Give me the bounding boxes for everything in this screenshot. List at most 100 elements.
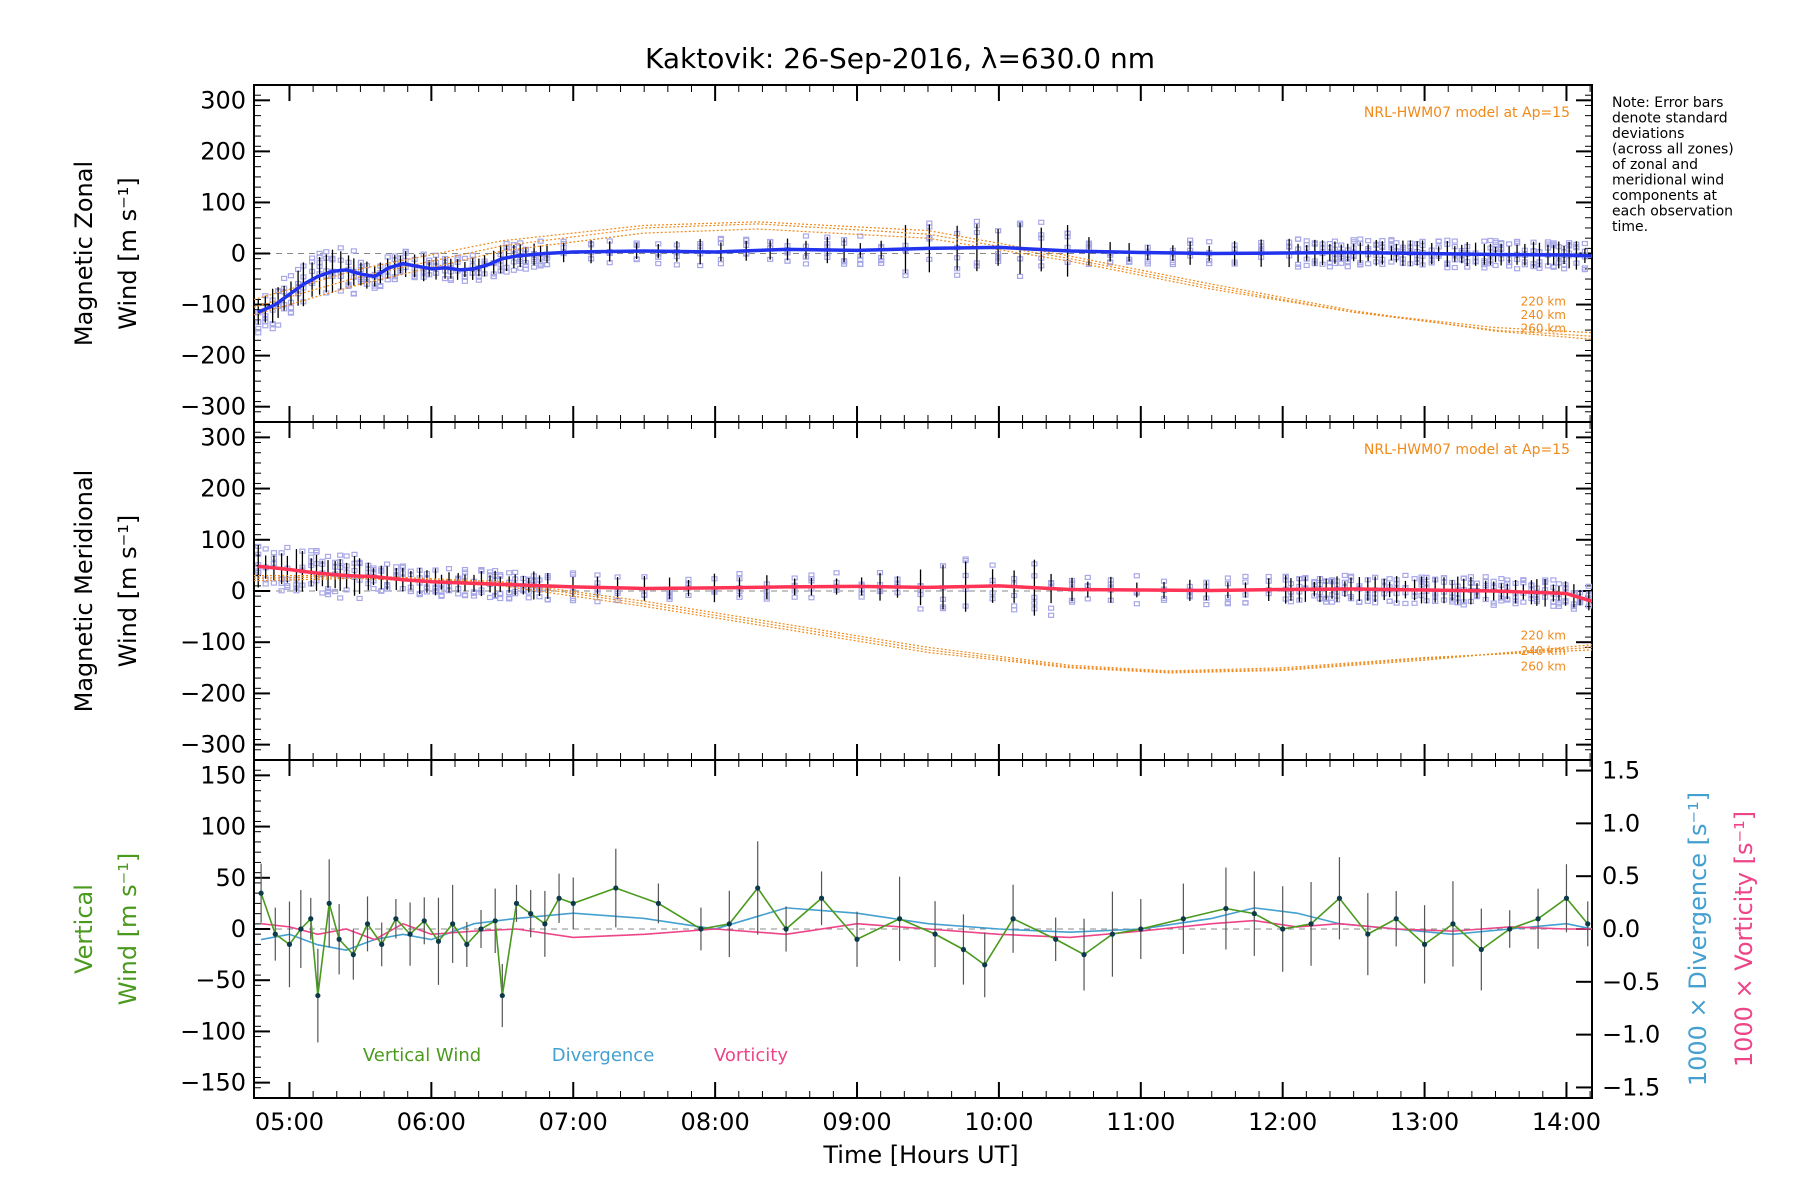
zone-marker	[791, 594, 798, 600]
x-tick-label: 13:00	[1390, 1108, 1459, 1136]
zone-marker	[1386, 576, 1393, 582]
x-tick-label: 05:00	[255, 1108, 324, 1136]
zone-marker	[1451, 264, 1458, 271]
y-tick-label: 300	[200, 86, 246, 114]
y-tick-label: −100	[180, 291, 246, 319]
vertical-wind-point	[570, 900, 576, 906]
x-tick-label: 11:00	[1106, 1108, 1175, 1136]
zone-marker	[840, 261, 848, 267]
model-curve-240-km	[254, 223, 1592, 337]
zone-marker	[1388, 259, 1395, 265]
y2-tick-label: −1.5	[1602, 1073, 1660, 1101]
vertical-wind-point	[336, 936, 342, 942]
zone-marker	[1294, 236, 1302, 242]
chart-panels: −300 −200 −100 0 100 200 300 Magnetic Zonal Wind…	[70, 84, 1758, 1136]
zone-marker	[973, 218, 981, 224]
zone-marker	[284, 584, 291, 590]
note-line: each observation	[1612, 204, 1733, 220]
zone-marker	[1133, 573, 1140, 579]
y2-tick-label: 1.5	[1602, 757, 1640, 785]
zone-marker	[278, 588, 285, 594]
zone-marker	[1550, 240, 1557, 246]
zone-marker	[262, 581, 269, 587]
zone-marker	[1323, 599, 1330, 605]
zone-marker	[512, 569, 519, 575]
zone-marker	[1133, 601, 1140, 607]
zone-marker	[284, 544, 291, 551]
zone-marker	[717, 261, 725, 267]
zone-marker	[275, 322, 282, 328]
zone-marker	[1520, 599, 1527, 605]
vertical-wind-point	[272, 931, 278, 937]
zone-marker	[445, 566, 453, 572]
zone-marker	[1481, 238, 1488, 244]
zone-marker	[1357, 236, 1364, 242]
vertical-wind-point	[478, 926, 484, 932]
zone-marker	[384, 561, 391, 567]
vertical-wind-point	[1138, 926, 1144, 932]
zone-marker	[1411, 600, 1418, 606]
vertical-wind-point	[960, 946, 967, 953]
note-line: components at	[1612, 188, 1718, 204]
zone-marker	[337, 245, 344, 251]
y-tick-label: −300	[180, 731, 246, 759]
zone-marker	[569, 571, 577, 578]
panel-zonal: −300 −200 −100 0 100 200 300 Magnetic Zonal Wind…	[70, 84, 1593, 423]
zone-marker	[673, 262, 680, 268]
zone-marker	[391, 276, 398, 283]
y-tick-label: 0	[231, 577, 246, 605]
y-tick-label: 100	[200, 526, 246, 554]
y-tick-label: 0	[231, 915, 246, 943]
vertical-wind-point	[556, 895, 562, 901]
chart-title: Kaktovik: 26-Sep-2016, λ=630.0 nm	[645, 42, 1155, 75]
model-altitude-label: 260 km	[1521, 322, 1566, 336]
x-tick-label: 10:00	[964, 1108, 1033, 1136]
vertical-wind-point	[1109, 931, 1116, 937]
zone-marker	[337, 552, 344, 558]
zone-marker	[287, 305, 295, 311]
vertical-wind-point	[1563, 895, 1570, 901]
zone-marker	[319, 590, 326, 596]
zone-marker	[510, 267, 517, 273]
zone-marker	[1550, 577, 1557, 583]
vertical-wind-point	[464, 941, 470, 947]
legend-label: Vorticity	[714, 1045, 788, 1066]
zone-marker	[332, 588, 339, 595]
vertical-wind-point	[364, 921, 371, 927]
zone-marker	[1224, 601, 1231, 607]
model-altitude-label: 220 km	[1521, 629, 1566, 643]
zone-marker	[1585, 583, 1592, 589]
vertical-wind-point	[1478, 946, 1484, 953]
vertical-wind-point	[258, 890, 264, 896]
zone-marker	[497, 595, 504, 602]
zone-marker	[1581, 265, 1588, 271]
zone-marker	[1224, 575, 1231, 581]
y-tick-label: 200	[200, 475, 246, 503]
zone-marker	[1487, 237, 1494, 244]
zone-marker	[316, 250, 323, 256]
y-tick-label: 50	[215, 864, 246, 892]
zone-marker	[324, 589, 332, 595]
zone-marker	[917, 606, 924, 612]
y2-axis-label-divergence: 1000 × Divergence [s⁻¹]	[1684, 792, 1712, 1086]
zone-marker	[1492, 240, 1499, 246]
meridional-mean-wind-line	[258, 564, 1592, 603]
vertical-panel-plot	[258, 841, 1592, 1043]
x-tick-label: 06:00	[397, 1108, 466, 1136]
zone-marker	[594, 599, 601, 605]
zone-marker	[522, 266, 529, 272]
vertical-wind-point	[1585, 921, 1591, 927]
y-tick-label: −50	[195, 966, 246, 994]
x-tick-label: 09:00	[822, 1108, 891, 1136]
zone-marker	[878, 260, 885, 266]
zone-marker	[1504, 577, 1511, 583]
zone-marker	[506, 570, 513, 576]
zone-marker	[1294, 261, 1302, 268]
vertical-wind-point	[613, 885, 619, 891]
zone-marker	[270, 550, 278, 556]
zonal-panel-plot	[254, 218, 1592, 340]
zone-marker	[461, 278, 468, 284]
vertical-wind-point	[818, 895, 825, 901]
zone-marker	[1011, 603, 1018, 609]
zone-marker	[313, 549, 320, 555]
